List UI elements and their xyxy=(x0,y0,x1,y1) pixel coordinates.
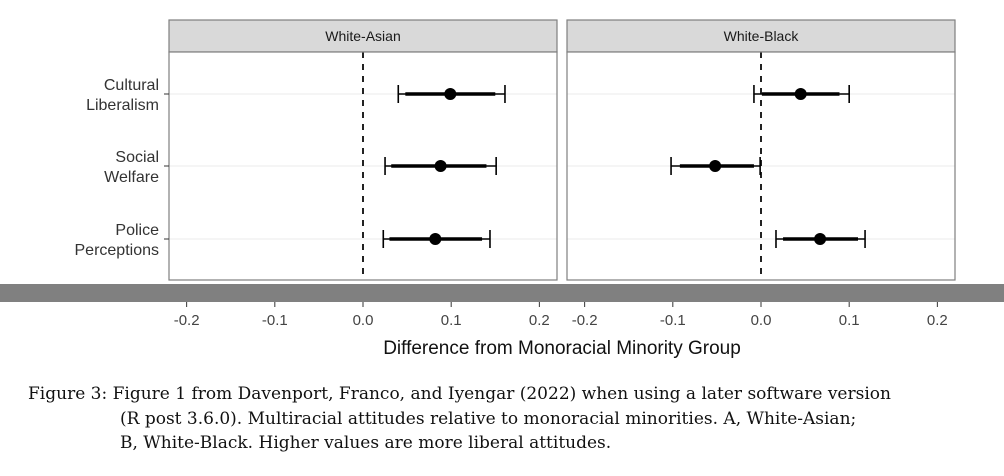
y-axis-labels: Cultural Liberalism Social Welfare Police Per… xyxy=(75,77,169,259)
caption-line-2: (R post 3.6.0). Multiracial attitudes re… xyxy=(120,408,857,429)
y-category-label: Police xyxy=(115,222,159,239)
x-tick-label: 0.1 xyxy=(441,312,462,329)
x-tick-label: -0.2 xyxy=(572,312,598,329)
panel-border xyxy=(566,51,956,281)
x-axis: -0.2 -0.1 0.0 0.1 0.2 -0.2 -0.1 0.0 0.1 0.2 xyxy=(174,302,948,329)
x-tick-label: -0.1 xyxy=(262,312,288,329)
estimate-2 xyxy=(384,157,497,175)
estimate-3 xyxy=(382,230,491,248)
y-category-label: Liberalism xyxy=(86,97,159,114)
x-tick-label: -0.1 xyxy=(660,312,686,329)
facet-strip-label: White-Asian xyxy=(325,28,400,44)
figure-caption: Figure 3: Figure 1 from Davenport, Franc… xyxy=(28,382,978,456)
point-estimate xyxy=(429,233,442,245)
estimate-2 xyxy=(670,157,761,175)
panel-2: White-Black xyxy=(566,19,956,281)
x-tick-label: -0.2 xyxy=(174,312,200,329)
x-tick-label: 0.2 xyxy=(529,312,550,329)
estimate-1 xyxy=(397,85,506,103)
facet-strip xyxy=(168,19,558,53)
x-tick-label: 0.1 xyxy=(839,312,860,329)
panels-group: White-Asian White-Black xyxy=(168,19,956,281)
caption-label: Figure 3: xyxy=(28,384,108,404)
panel-1: White-Asian xyxy=(168,19,558,281)
point-estimate xyxy=(434,160,447,172)
point-estimate xyxy=(444,88,457,100)
x-tick-label: 0.0 xyxy=(353,312,374,329)
x-tick-label: 0.0 xyxy=(751,312,772,329)
y-category-label: Welfare xyxy=(104,169,159,186)
point-estimate xyxy=(794,88,807,100)
point-estimate xyxy=(814,233,827,245)
caption-line-3: B, White-Black. Higher values are more l… xyxy=(120,433,612,453)
estimate-3 xyxy=(775,230,866,248)
point-estimate xyxy=(709,160,722,172)
x-axis-label: Difference from Monoracial Minority Grou… xyxy=(383,338,741,359)
y-category-label: Perceptions xyxy=(75,242,160,259)
facet-strip-label: White-Black xyxy=(724,28,800,44)
gray-overlay-bar xyxy=(0,284,1004,302)
facet-strip xyxy=(566,19,956,53)
y-category-label: Cultural xyxy=(104,77,159,94)
x-tick-label: 0.2 xyxy=(927,312,948,329)
y-category-label: Social xyxy=(115,149,159,166)
caption-line-1: Figure 1 from Davenport, Franco, and Iye… xyxy=(112,384,891,404)
estimate-1 xyxy=(753,85,850,103)
